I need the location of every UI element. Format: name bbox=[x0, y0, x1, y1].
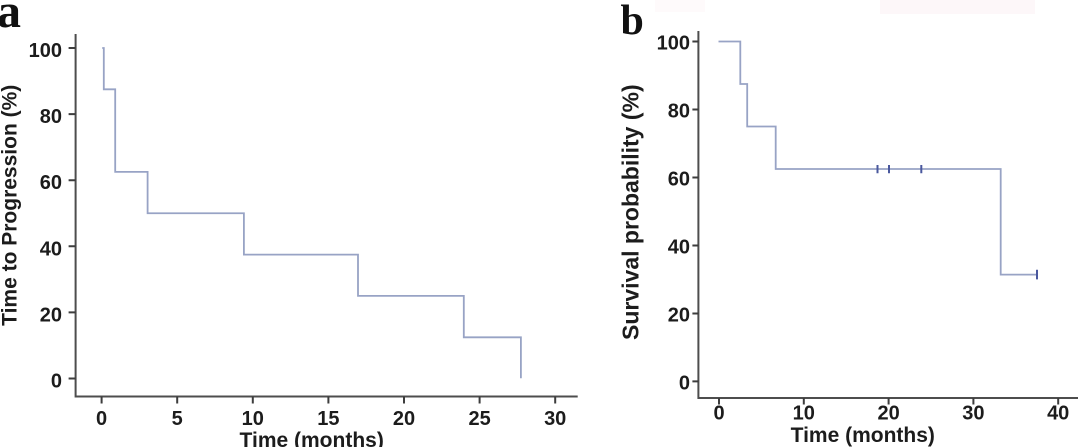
svg-text:80: 80 bbox=[40, 106, 62, 128]
svg-text:0: 0 bbox=[713, 403, 724, 425]
svg-text:a: a bbox=[0, 0, 21, 38]
svg-text:60: 60 bbox=[668, 169, 690, 191]
svg-text:20: 20 bbox=[40, 304, 62, 326]
svg-text:100: 100 bbox=[657, 33, 690, 55]
svg-text:15: 15 bbox=[317, 408, 339, 430]
svg-text:40: 40 bbox=[40, 238, 62, 260]
svg-text:30: 30 bbox=[544, 408, 566, 430]
svg-text:Survival probability (%): Survival probability (%) bbox=[618, 84, 644, 340]
svg-text:30: 30 bbox=[962, 403, 984, 425]
svg-text:Time (months): Time (months) bbox=[240, 429, 384, 447]
svg-text:40: 40 bbox=[668, 237, 690, 259]
svg-text:10: 10 bbox=[793, 403, 815, 425]
svg-text:20: 20 bbox=[877, 403, 899, 425]
svg-text:0: 0 bbox=[96, 408, 107, 430]
svg-text:40: 40 bbox=[1047, 403, 1069, 425]
svg-text:20: 20 bbox=[393, 408, 415, 430]
svg-text:20: 20 bbox=[668, 305, 690, 327]
svg-text:60: 60 bbox=[40, 172, 62, 194]
svg-text:80: 80 bbox=[668, 101, 690, 123]
svg-text:5: 5 bbox=[172, 408, 183, 430]
svg-text:100: 100 bbox=[29, 40, 62, 62]
svg-text:25: 25 bbox=[468, 408, 490, 430]
svg-text:Time to Progression (%): Time to Progression (%) bbox=[0, 85, 22, 326]
svg-text:b: b bbox=[621, 0, 644, 44]
svg-text:Time (months): Time (months) bbox=[791, 424, 935, 447]
svg-text:10: 10 bbox=[242, 408, 264, 430]
svg-text:0: 0 bbox=[51, 371, 62, 393]
svg-text:0: 0 bbox=[679, 372, 690, 394]
